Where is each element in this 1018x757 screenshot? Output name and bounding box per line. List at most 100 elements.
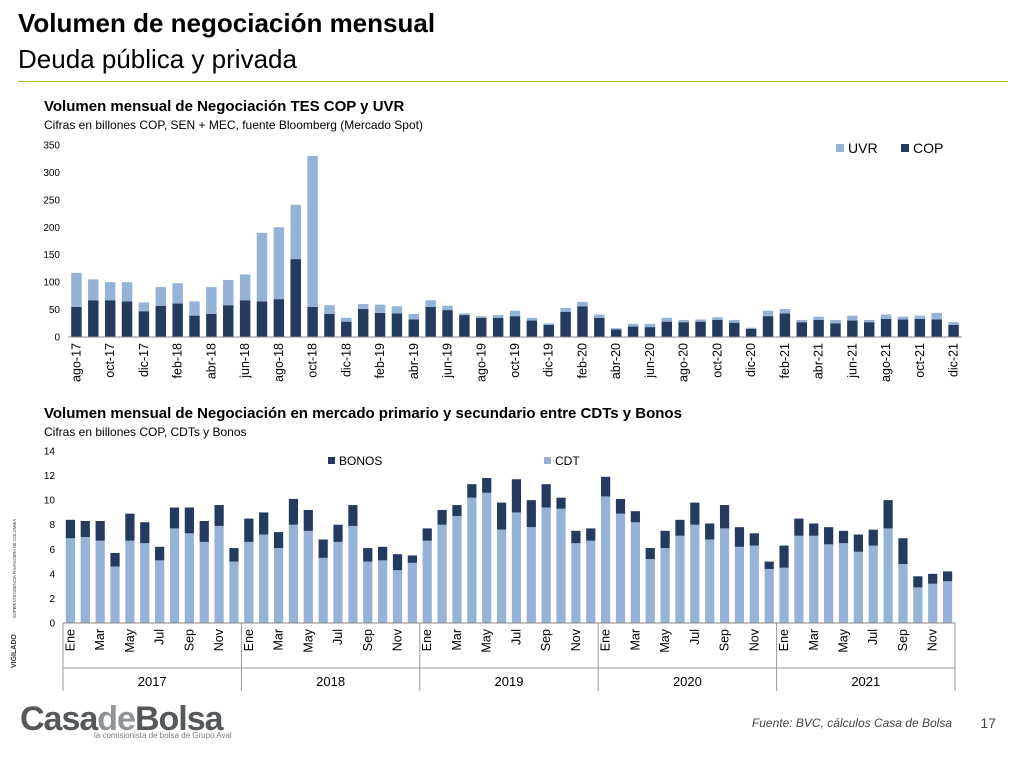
bar-cop [627,326,639,337]
bar-uvr [442,305,453,311]
bar-cop [155,305,167,337]
x-month-label: Nov [926,628,940,651]
bar-uvr [138,302,150,312]
bar-bonos [437,509,447,525]
bar-cop [459,315,470,337]
x-month-label: Jul [153,629,167,645]
legend-swatch-uvr [836,144,844,152]
x-tick-label: oct-21 [913,343,927,378]
bar-cop [644,327,656,337]
bar-cop [104,300,116,337]
bar-uvr [577,301,588,307]
bar-cdt [571,543,581,623]
legend-label-bonos: BONOS [339,454,382,468]
bar-cdt [779,567,789,623]
bar-bonos [571,530,581,544]
bar-cop [762,316,774,337]
bar-uvr [779,309,791,314]
bar-cop [712,319,723,337]
bar-bonos [467,484,477,498]
bar-cop [880,318,892,337]
y-tick-label: 250 [43,195,60,206]
bar-uvr [914,315,926,319]
y-tick-label: 10 [44,496,56,507]
x-month-label: Nov [747,628,761,651]
logo-part-bolsa: Bolsa [134,700,224,738]
bar-uvr [189,301,200,316]
y-tick-label: 0 [54,333,60,344]
bar-bonos [779,545,789,568]
bar-cdt [363,561,373,623]
bar-bonos [422,528,432,541]
bar-cdt [125,540,135,623]
y-tick-label: 350 [43,141,60,152]
x-year-label: 2021 [851,674,880,689]
bar-bonos [259,512,269,535]
bar-cop [560,311,571,337]
bar-uvr [172,283,183,304]
x-month-label: Ene [420,629,434,651]
bar-cdt [526,527,536,623]
bar-uvr [88,279,99,301]
bar-cdt [199,541,209,623]
bar-bonos [273,532,284,549]
bar-uvr [71,272,82,307]
bar-uvr [509,310,521,317]
x-tick-label: abr-19 [407,343,421,379]
bar-bonos [838,530,849,544]
bar-bonos [378,546,388,561]
bar-cdt [378,560,388,623]
bar-cop [594,317,605,337]
bar-bonos [348,505,358,526]
bar-cop [391,313,403,337]
y-tick-label: 6 [49,545,55,556]
x-month-label: Mar [807,629,821,651]
bar-uvr [290,204,301,260]
bar-cop [425,306,436,337]
bar-cdt [794,535,804,623]
bar-cop [610,329,622,337]
bar-cdt [824,544,834,623]
cdt-bonos-volume-chart: 0 2 4 6 8 10 12 14 Ene Mar May Jul Sep Nov Ene Mar May Ju… [44,447,956,691]
bar-bonos [615,498,626,514]
x-month-label: May [480,628,494,652]
bar-cdt [110,566,120,623]
bar-bonos [229,548,239,562]
bar-uvr [206,287,217,314]
bar-uvr [880,314,892,319]
x-month-label: Sep [182,629,196,651]
logo-part-casa: Casa [20,700,98,738]
bar-bonos [898,538,908,565]
bar-bonos [65,519,76,539]
bar-cop [695,321,706,337]
bar-bonos [244,518,254,542]
chart1-title: Volumen mensual de Negociación TES COP y… [44,98,405,115]
bar-cop [914,318,926,337]
bar-bonos [155,546,165,561]
bar-cdt [467,497,477,623]
bar-cop [948,324,959,337]
logo-tagline: la comisionista de bolsa de Grupo Aval [94,731,232,740]
bar-bonos [660,530,670,549]
bar-bonos [883,500,893,529]
x-tick-label: oct-18 [306,343,320,378]
bar-uvr [594,314,605,318]
bar-bonos [526,500,536,528]
casadebolsa-logo: CasadeBolsa la comisionista de bolsa de … [16,700,246,748]
legend-label-cdt: CDT [555,454,580,468]
bar-cdt [660,548,670,623]
x-tick-label: ago-21 [879,343,893,382]
bar-cdt [645,559,655,623]
bar-cop [189,315,200,337]
bar-cop [729,322,740,337]
bar-bonos [705,523,715,540]
bar-cdt [244,541,254,623]
bar-uvr [307,155,318,307]
bar-cop [509,316,521,337]
x-tick-label: ago-19 [474,343,488,382]
bar-bonos [586,528,596,541]
y-tick-label: 8 [49,520,55,531]
bar-bonos [110,552,120,567]
bar-bonos [794,518,804,536]
bar-uvr [948,322,959,325]
